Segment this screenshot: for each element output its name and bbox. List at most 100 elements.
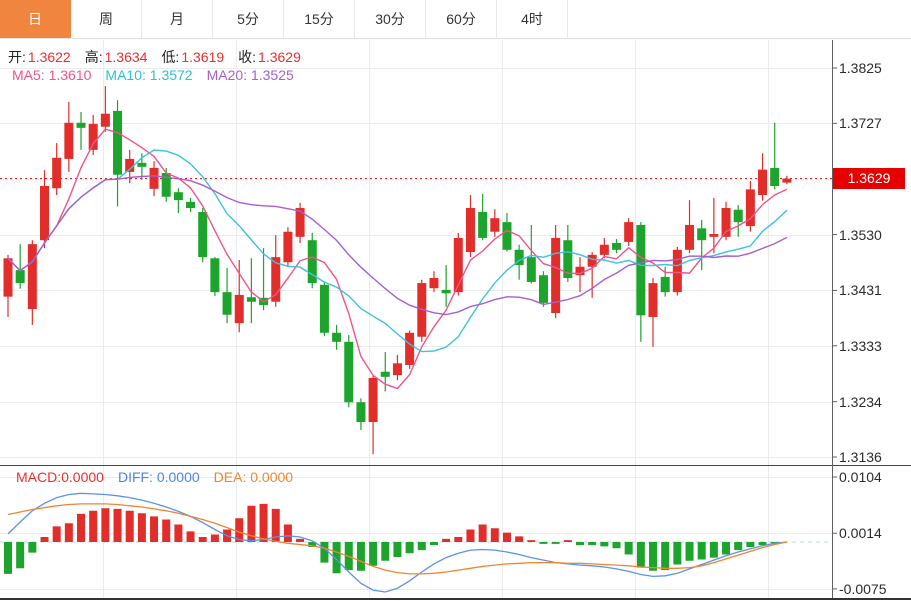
candle-body (173, 192, 183, 201)
open-readout: 开: 1.3622 (8, 49, 71, 65)
macd-readout: MACD:0.0000 DIFF: 0.0000 DEA: 0.0000 (16, 469, 307, 485)
candle-body (465, 208, 475, 253)
candle-body (429, 278, 439, 289)
candle-body (332, 332, 342, 342)
candle-body (149, 167, 159, 189)
candle-body (88, 123, 98, 150)
candle-body (770, 167, 780, 186)
candle-body (52, 157, 62, 189)
candle-body (319, 284, 329, 333)
candle-body (587, 254, 597, 267)
candle-body (246, 297, 256, 302)
candle-body (745, 189, 755, 227)
candle-body (453, 237, 463, 293)
candle-body (441, 289, 451, 294)
macd-hist-bar (478, 524, 487, 542)
macd-hist-bar (64, 523, 73, 542)
ma20-readout: MA20: 1.3525 (206, 67, 294, 83)
candle-body (782, 178, 792, 183)
macd-hist-bar (539, 542, 548, 544)
macd-value-readout: MACD:0.0000 (16, 469, 104, 485)
tab-15min[interactable]: 15分 (284, 0, 355, 38)
candle-body (709, 233, 719, 237)
candle-body (27, 244, 37, 310)
tab-30min[interactable]: 30分 (355, 0, 426, 38)
macd-hist-bar (77, 513, 86, 542)
macd-hist-bar (685, 542, 694, 561)
macd-hist-bar (697, 542, 706, 560)
candle-body (368, 377, 378, 422)
macd-hist-bar (758, 542, 767, 546)
macd-hist-bar (271, 508, 280, 542)
macd-hist-bar (454, 537, 463, 542)
macd-hist-bar (283, 524, 292, 542)
macd-hist-bar (746, 542, 755, 547)
macd-hist-bar (442, 538, 451, 542)
macd-hist-bar (515, 536, 524, 542)
tab-day[interactable]: 日 (0, 0, 71, 38)
candle-body (15, 270, 25, 284)
candle-body (563, 240, 573, 279)
macd-hist-bar (125, 510, 134, 542)
macd-hist-bar (551, 542, 560, 544)
macd-hist-bar (490, 528, 499, 542)
candle-body (125, 158, 135, 172)
current-price-badge: 1.3629 (833, 168, 905, 189)
axis-label: -0.0075 (839, 580, 887, 597)
tab-4hour[interactable]: 4时 (497, 0, 568, 38)
ma10-line (7, 149, 788, 353)
macd-hist-bar (661, 542, 670, 571)
candle-body (113, 110, 123, 175)
axis-label: 1.3333 (839, 337, 882, 354)
candle-body (210, 258, 220, 293)
candle-body (222, 292, 232, 315)
candle-body (575, 266, 585, 276)
tab-60min[interactable]: 60分 (426, 0, 497, 38)
ma5-line (7, 128, 788, 390)
ma5-readout: MA5: 1.3610 (12, 67, 92, 83)
candle-body (161, 173, 171, 197)
macd-hist-bar (174, 524, 183, 542)
macd-hist-bar (722, 542, 731, 555)
candle-body (392, 363, 402, 376)
macd-hist-bar (417, 542, 426, 551)
tab-5min[interactable]: 5分 (213, 0, 284, 38)
candle-body (514, 249, 524, 266)
candle-body (3, 258, 13, 297)
candle-body (64, 122, 74, 159)
candle-body (307, 240, 317, 284)
macd-hist-bar (393, 542, 402, 557)
tab-week[interactable]: 周 (71, 0, 142, 38)
macd-hist-bar (563, 540, 572, 542)
candle-body (526, 257, 536, 282)
macd-hist-bar (247, 505, 256, 542)
axis-label: 0.0104 (839, 469, 882, 485)
macd-hist-bar (405, 542, 414, 554)
candle-body (186, 201, 196, 209)
candle-body (356, 402, 366, 422)
candle-body (721, 208, 731, 237)
macd-hist-bar (588, 542, 597, 546)
macd-hist-bar (356, 542, 365, 571)
candle-body (283, 231, 293, 263)
candle-body (672, 249, 682, 293)
tab-month[interactable]: 月 (142, 0, 213, 38)
candle-body (344, 341, 354, 403)
candle-body (624, 222, 634, 242)
macd-hist-bar (429, 542, 438, 546)
macd-hist-bar (636, 542, 645, 568)
candle-body (648, 283, 658, 317)
macd-hist-bar (259, 503, 268, 542)
axis-label: 0.0014 (839, 525, 882, 542)
candle-body (612, 243, 621, 250)
axis-label: 1.3727 (839, 115, 882, 132)
macd-hist-bar (527, 540, 536, 542)
candle-body (733, 209, 743, 223)
macd-hist-bar (770, 542, 779, 544)
macd-hist-bar (709, 542, 718, 558)
axis-label: 1.3825 (839, 60, 882, 76)
candle-body (758, 169, 768, 196)
candle-body (100, 113, 110, 127)
macd-hist-bar (369, 542, 378, 566)
